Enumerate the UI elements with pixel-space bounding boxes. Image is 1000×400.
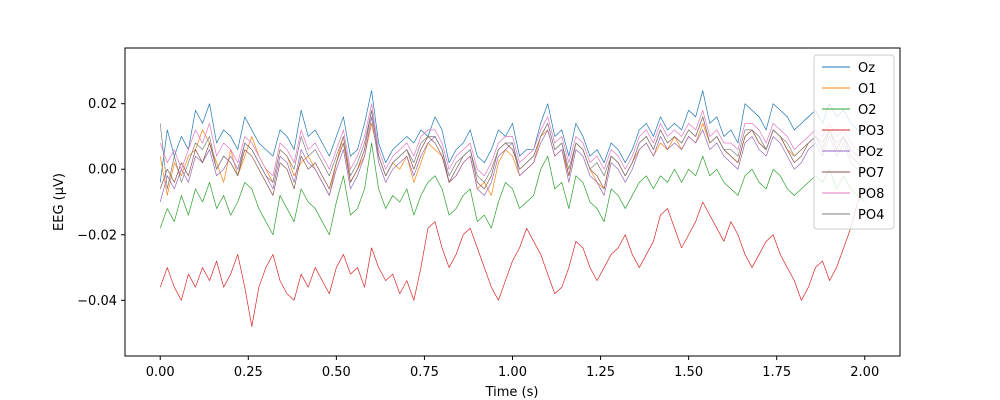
series-lines (159, 90, 866, 327)
x-tick-label: 1.50 (674, 365, 703, 380)
x-tick-label: 0.25 (234, 365, 263, 380)
series-line-po3 (159, 188, 866, 327)
x-axis-ticks: 0.00 0.25 0.50 0.75 1.00 1.25 1.50 1.75 2.00 (146, 356, 879, 380)
y-axis-label: EEG (μV) (52, 173, 67, 231)
y-tick-label: −0.04 (77, 294, 117, 309)
legend-box (813, 54, 895, 230)
legend-label-po7: PO7 (858, 166, 884, 181)
series-line-po8 (159, 103, 866, 177)
x-tick-label: 0.75 (410, 365, 439, 380)
x-tick-label: 0.00 (146, 365, 175, 380)
x-tick-label: 0.50 (322, 365, 351, 380)
legend-label-poz: POz (858, 145, 883, 160)
x-tick-label: 1.75 (762, 365, 791, 380)
series-line-po7 (159, 109, 866, 196)
series-line-oz (159, 90, 866, 183)
y-axis-ticks: −0.04 −0.02 0.00 0.02 (77, 97, 125, 309)
legend-label-po4: PO4 (858, 208, 884, 223)
legend-label-po3: PO3 (858, 124, 884, 139)
x-axis-label: Time (s) (485, 385, 539, 400)
legend-label-oz: Oz (858, 61, 875, 76)
y-tick-label: 0.02 (88, 97, 117, 112)
legend-label-o2: O2 (858, 103, 877, 118)
x-tick-label: 1.00 (498, 365, 527, 380)
plot-frame (124, 47, 901, 357)
legend-label-o1: O1 (858, 82, 877, 97)
series-line-o1 (159, 123, 866, 196)
legend-label-po8: PO8 (858, 187, 884, 202)
series-line-po4 (159, 109, 866, 190)
series-line-o2 (159, 142, 866, 236)
x-tick-label: 1.25 (586, 365, 615, 380)
x-tick-label: 2.00 (850, 365, 879, 380)
y-tick-label: −0.02 (77, 228, 117, 243)
legend: Oz O1 O2 PO3 POz PO7 PO8 PO4 (813, 54, 895, 230)
y-tick-label: 0.00 (88, 163, 117, 178)
